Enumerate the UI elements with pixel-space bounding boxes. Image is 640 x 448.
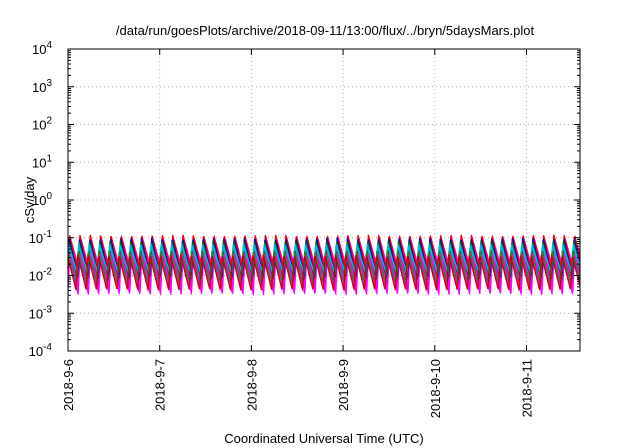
y-tick-label: 10-1 [29, 229, 53, 246]
y-axis: 10-4 10-3 10-2 10-1 100 101 102 103 104 [29, 40, 580, 359]
chart-title: /data/run/goesPlots/archive/2018-09-11/1… [116, 23, 535, 38]
y-tick-label: 10-4 [29, 342, 53, 359]
series-line [67, 253, 581, 292]
x-tick-label: 2018-9-9 [336, 359, 351, 411]
x-axis-label: Coordinated Universal Time (UTC) [224, 431, 423, 446]
y-tick-label: 101 [32, 153, 52, 170]
x-tick-label: 2018-9-6 [61, 359, 76, 411]
y-tick-label: 102 [32, 116, 52, 133]
x-tick-label: 2018-9-7 [153, 359, 168, 411]
y-tick-label: 10-3 [29, 304, 53, 321]
series-layer [67, 234, 581, 292]
y-tick-label: 100 [32, 191, 52, 208]
x-axis: 2018-9-6 2018-9-7 2018-9-8 2018-9-9 2018-9-1… [61, 49, 535, 418]
x-tick-label: 2018-9-8 [244, 359, 259, 411]
y-tick-label: 103 [32, 78, 52, 95]
x-tick-label: 2018-9-10 [428, 359, 443, 418]
y-tick-label: 10-2 [29, 267, 53, 284]
x-tick-label: 2018-9-11 [520, 359, 535, 417]
y-tick-label: 104 [32, 40, 52, 57]
y-axis-label: cSv/day [22, 176, 37, 223]
